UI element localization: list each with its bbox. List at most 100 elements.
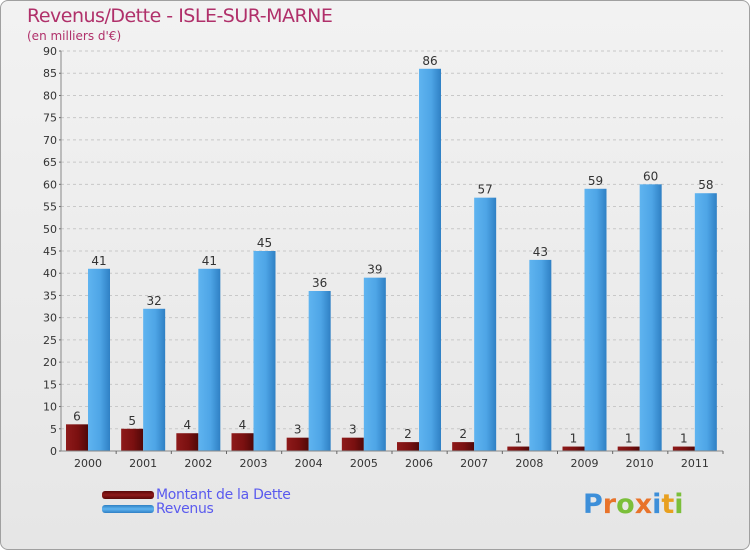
y-tick-label: 45 (43, 245, 57, 258)
y-tick-label: 35 (43, 289, 57, 302)
y-tick-label: 15 (43, 378, 57, 391)
y-tick-label: 75 (43, 112, 57, 125)
legend-label-revenus: Revenus (156, 501, 214, 517)
x-tick-label: 2006 (405, 457, 433, 470)
bar-debt-2008 (507, 446, 530, 451)
bar-debt-2004 (286, 437, 309, 451)
y-tick-label: 25 (43, 334, 57, 347)
bar-revenus-2007 (474, 197, 497, 451)
bar-revenus-2002 (198, 268, 221, 451)
x-axis: 2000 2001 2002 2003 2004 2005 2006 2007 2008 2009… (61, 450, 724, 470)
y-tick-label: 0 (50, 445, 57, 458)
brand-letter: r (602, 489, 617, 520)
bar-revenus-2000 (88, 268, 110, 451)
bar-revenus-2008 (529, 259, 552, 451)
bar-revenus-2005 (363, 277, 386, 451)
bar-debt-2010 (617, 446, 640, 451)
bar-revenus-2003 (253, 251, 276, 451)
data-label-debt-2000: 6 (73, 409, 81, 423)
y-tick-label: 90 (43, 45, 57, 58)
data-label-revenus-2002: 41 (202, 254, 217, 268)
data-label-debt-2002: 4 (184, 418, 192, 432)
brand-letter: i (652, 489, 662, 520)
data-label-revenus-2007: 57 (478, 183, 493, 197)
chart-subtitle: (en milliers d'€) (27, 29, 122, 43)
bar-revenus-2006 (419, 68, 441, 452)
data-label-revenus-2000: 41 (91, 254, 106, 268)
x-tick-label: 2000 (74, 457, 102, 470)
x-tick-label: 2004 (295, 457, 323, 470)
y-tick-label: 85 (43, 67, 57, 80)
data-label-debt-2005: 3 (349, 423, 357, 437)
brand-letter: o (616, 489, 635, 520)
y-tick-label: 5 (50, 423, 57, 436)
data-label-revenus-2003: 45 (257, 236, 272, 250)
bar-revenus-2001 (143, 308, 166, 451)
x-tick-label: 2002 (184, 457, 212, 470)
y-tick-label: 30 (43, 312, 57, 325)
legend-item-revenus: Revenus (102, 501, 214, 517)
x-tick-label: 2001 (129, 457, 157, 470)
bar-debt-2000 (66, 424, 88, 451)
x-tick-label: 2003 (240, 457, 268, 470)
y-tick-label: 55 (43, 201, 57, 214)
x-tick-label: 2007 (460, 457, 488, 470)
legend-label-debt: Montant de la Dette (156, 487, 291, 503)
y-tick-label: 65 (43, 156, 57, 169)
y-tick-label: 80 (43, 89, 57, 102)
data-label-revenus-2006: 86 (422, 54, 437, 68)
x-tick-label: 2008 (515, 457, 543, 470)
legend-item-debt: Montant de la Dette (102, 487, 291, 503)
data-label-revenus-2010: 60 (643, 169, 658, 183)
data-label-revenus-2011: 58 (698, 178, 713, 192)
data-label-revenus-2001: 32 (147, 294, 162, 308)
bar-debt-2011 (672, 446, 695, 451)
legend-swatch-revenus (102, 505, 154, 513)
brand-letter: P (583, 489, 603, 520)
brand-letter: i (674, 489, 684, 520)
data-label-revenus-2008: 43 (533, 245, 548, 259)
y-tick-label: 50 (43, 223, 57, 236)
data-label-debt-2010: 1 (625, 432, 633, 446)
data-label-revenus-2009: 59 (588, 174, 603, 188)
y-tick-label: 10 (43, 401, 57, 414)
bar-debt-2006 (397, 442, 419, 451)
data-label-debt-2001: 5 (128, 414, 136, 428)
brand-letter: x (634, 489, 653, 520)
data-label-debt-2008: 1 (515, 432, 523, 446)
y-tick-label: 20 (43, 356, 57, 369)
bar-revenus-2010 (639, 184, 662, 452)
data-label-revenus-2005: 39 (367, 263, 382, 277)
bar-debt-2007 (452, 442, 475, 451)
bar-debt-2003 (231, 433, 254, 451)
y-axis: 0 5 10 15 20 25 30 35 40 45 50 55 60 65 70 75 80 85 90 (43, 45, 62, 458)
bar-revenus-2011 (694, 193, 717, 451)
bar-debt-2002 (176, 433, 199, 451)
y-tick-label: 60 (43, 178, 57, 191)
x-tick-label: 2009 (571, 457, 599, 470)
data-label-revenus-2004: 36 (312, 276, 327, 290)
x-tick-label: 2011 (681, 457, 709, 470)
bar-revenus-2009 (584, 188, 607, 451)
y-tick-label: 40 (43, 267, 57, 280)
brand-letter: t (661, 489, 675, 520)
x-tick-label: 2010 (626, 457, 654, 470)
data-label-debt-2007: 2 (459, 427, 467, 441)
data-label-debt-2003: 4 (239, 418, 247, 432)
data-label-debt-2011: 1 (680, 432, 688, 446)
grid (61, 50, 723, 430)
bar-debt-2009 (562, 446, 585, 451)
legend-swatch-debt (102, 491, 154, 499)
bar-revenus-2004 (308, 291, 331, 451)
bar-debt-2005 (341, 437, 364, 451)
bars: 6 41 5 32 4 41 4 45 3 36 3 39 2 86 2 57 1 43 1 59 1 60 1 58 (66, 54, 717, 452)
x-tick-label: 2005 (350, 457, 378, 470)
data-label-debt-2004: 3 (294, 423, 302, 437)
bar-debt-2001 (121, 428, 144, 451)
data-label-debt-2006: 2 (404, 427, 412, 441)
brand-logo: Proxiti (583, 489, 684, 520)
chart-title: Revenus/Dette - ISLE-SUR-MARNE (27, 5, 333, 27)
data-label-debt-2009: 1 (570, 432, 578, 446)
